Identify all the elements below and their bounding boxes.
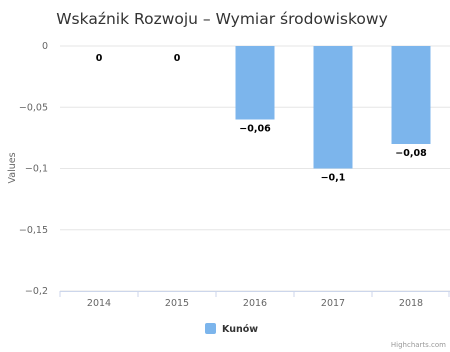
legend-item-label[interactable]: Kunów: [222, 324, 258, 335]
y-tick-label: −0,05: [19, 102, 48, 113]
bar[interactable]: [313, 46, 353, 169]
chart-title: Wskaźnik Rozwoju – Wymiar środowiskowy: [56, 10, 388, 28]
data-label: 0: [96, 53, 103, 64]
data-label: −0,1: [321, 173, 346, 184]
data-label: 0: [174, 53, 181, 64]
x-tick-label: 2016: [243, 298, 267, 309]
data-labels: 0 0 −0,06 −0,1 −0,08: [96, 53, 427, 184]
bar[interactable]: [391, 46, 431, 144]
y-tick-label: −0,1: [25, 164, 48, 175]
y-axis-ticks: 0 −0,05 −0,1 −0,15 −0,2: [19, 41, 48, 297]
credits[interactable]: Highcharts.com: [391, 341, 446, 349]
x-tick-label: 2015: [165, 298, 189, 309]
data-label: −0,06: [239, 124, 271, 135]
y-tick-label: −0,2: [25, 286, 48, 297]
x-tick-label: 2017: [321, 298, 345, 309]
legend-swatch[interactable]: [205, 323, 216, 334]
x-axis: 2014 2015 2016 2017 2018: [59, 291, 450, 309]
y-tick-label: −0,15: [19, 225, 48, 236]
x-tick-label: 2018: [399, 298, 423, 309]
bar-series: [79, 46, 431, 169]
y-axis-label: Values: [7, 152, 18, 183]
data-label: −0,08: [395, 148, 427, 159]
y-tick-label: 0: [42, 41, 48, 52]
bar[interactable]: [235, 46, 275, 120]
legend[interactable]: Kunów: [205, 323, 258, 335]
x-tick-label: 2014: [87, 298, 111, 309]
